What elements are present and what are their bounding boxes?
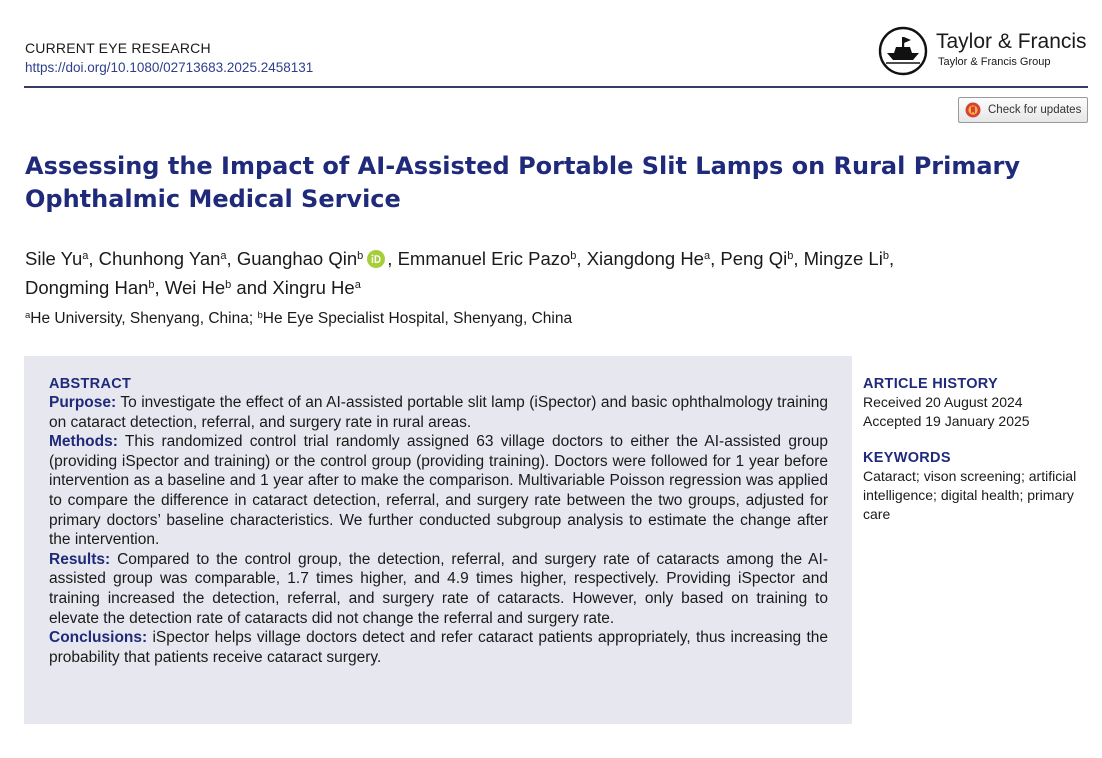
abstract-section-text: Compared to the control group, the detec… [49,550,828,627]
check-updates-icon [965,102,981,118]
author-name[interactable]: Peng Qi [720,248,788,269]
abstract-section-label: Conclusions: [49,629,148,647]
abstract-section-label: Results: [49,550,111,568]
article-side-panel: ARTICLE HISTORY Received 20 August 2024 … [863,375,1093,524]
orcid-icon[interactable] [367,250,386,268]
check-updates-label: Check for updates [988,104,1082,116]
author-name[interactable]: Wei He [164,277,226,298]
abstract-heading: ABSTRACT [49,376,132,392]
abstract-section-text: iSpector helps village doctors detect an… [49,629,828,666]
affiliation-text: He Eye Specialist Hospital, Shenyang, Ch… [262,310,573,327]
keywords-text: Cataract; vison screening; artificial in… [863,468,1077,522]
author-affiliation-mark: a [354,279,361,291]
author-affiliation-mark: b [882,250,889,262]
author-affiliation-mark: a [220,250,227,262]
author-name[interactable]: Xiangdong He [586,248,704,269]
author-name[interactable]: Guanghao Qin [236,248,358,269]
publisher-name: Taylor & Francis [936,30,1087,53]
author-affiliation-mark: b [225,279,232,291]
abstract-results: Results: Compared to the control group, … [49,550,828,628]
author-affiliation-mark: b [570,250,577,262]
author-name[interactable]: Mingze Li [803,248,883,269]
header-rule [24,86,1088,88]
author-name[interactable]: Chunhong Yan [98,248,221,269]
abstract-section-label: Purpose: [49,394,117,411]
abstract-methods: Methods: This randomized control trial r… [49,432,828,550]
author-list: Sile Yua, Chunhong Yana, Guanghao Qinb, … [25,248,895,298]
affiliation-text: He University, Shenyang, China; [30,310,254,327]
author-affiliation-mark: b [787,250,794,262]
abstract-box: ABSTRACT Purpose: To investigate the eff… [24,356,852,724]
abstract-section-text: To investigate the effect of an AI-assis… [49,394,829,431]
accepted-date: Accepted 19 January 2025 [863,413,1030,429]
author-name[interactable]: Xingru He [272,277,355,298]
journal-name: CURRENT EYE RESEARCH [25,40,211,56]
author-affiliation-mark: a [82,250,89,262]
author-name[interactable]: Emmanuel Eric Pazo [397,248,571,269]
abstract-section-text: This randomized control trial randomly a… [49,433,828,549]
received-date: Received 20 August 2024 [863,394,1023,410]
paper-title: Assessing the Impact of AI-Assisted Port… [25,152,1021,213]
abstract-section-label: Methods: [49,433,118,451]
affiliations: aHe University, Shenyang, China; bHe Eye… [25,310,572,328]
author-affiliation-mark: b [148,279,155,291]
author-name[interactable]: Sile Yu [25,248,83,269]
publisher-brand: Taylor & Francis Taylor & Francis Group [878,26,1088,78]
affiliation-label: a [25,310,31,321]
author-name[interactable]: Dongming Han [25,277,149,298]
doi-link[interactable]: https://doi.org/10.1080/02713683.2025.24… [25,60,314,75]
abstract-conclusions: Conclusions: iSpector helps village doct… [49,628,828,667]
author-affiliation-mark: b [357,250,364,262]
keywords-heading: KEYWORDS [863,450,951,466]
affiliation-label: b [257,310,263,321]
author-conjunction: and [236,277,268,298]
check-for-updates-button[interactable]: Check for updates [958,97,1088,123]
author-affiliation-mark: a [703,250,711,262]
article-history-heading: ARTICLE HISTORY [863,376,999,392]
publisher-logo-icon [878,26,928,76]
publisher-group: Taylor & Francis Group [938,56,1051,68]
abstract-purpose: Purpose: To investigate the effect of an… [49,393,828,432]
